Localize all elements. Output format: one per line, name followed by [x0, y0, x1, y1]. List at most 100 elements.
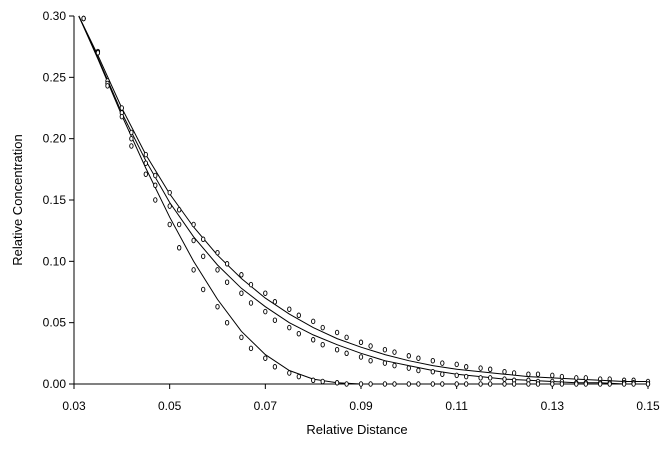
data-point [526, 381, 531, 387]
y-tick-label: 0.10 [43, 254, 67, 268]
data-point [607, 381, 612, 387]
data-point [105, 83, 110, 89]
x-tick-label: 0.13 [541, 399, 565, 413]
data-point [430, 381, 435, 387]
data-point [454, 372, 459, 379]
data-point [440, 360, 445, 366]
y-tick-label: 0.30 [43, 9, 67, 23]
data-point [177, 245, 182, 251]
y-tick-label: 0.25 [43, 70, 67, 84]
data-point [344, 350, 349, 357]
data-point [143, 160, 148, 166]
data-point [488, 375, 493, 381]
data-point [621, 381, 627, 387]
data-point [440, 371, 445, 377]
data-point [287, 306, 292, 312]
data-point [559, 381, 565, 387]
data-point [368, 357, 373, 364]
data-point [645, 381, 651, 387]
x-tick-label: 0.15 [636, 399, 660, 413]
data-point [454, 381, 459, 387]
data-point [416, 381, 421, 387]
data-point [574, 381, 579, 387]
data-point [143, 171, 148, 177]
data-point [143, 151, 148, 158]
fit-curve-3 [78, 15, 648, 385]
data-point [177, 221, 182, 228]
data-point [320, 378, 325, 385]
data-point [382, 381, 388, 387]
data-point [320, 341, 325, 348]
data-point [239, 290, 244, 296]
data-point [430, 368, 435, 375]
data-point [416, 367, 421, 374]
data-point [287, 324, 292, 331]
data-point [95, 50, 101, 56]
data-point [224, 319, 230, 326]
y-axis-title: Relative Concentration [10, 134, 25, 266]
data-point [511, 370, 517, 376]
fit-curves [78, 15, 648, 385]
data-point [535, 381, 541, 387]
x-axis-title: Relative Distance [306, 422, 407, 437]
data-point [464, 373, 469, 380]
data-point [358, 339, 364, 346]
data-point [334, 346, 340, 353]
data-point [177, 207, 182, 213]
y-tick-label: 0.00 [43, 377, 67, 391]
data-point [191, 221, 196, 228]
data-point [263, 355, 268, 361]
data-point [311, 377, 316, 384]
data-point [248, 345, 254, 352]
data-point [583, 381, 588, 387]
data-point [382, 346, 388, 353]
x-tick-label: 0.05 [158, 399, 182, 413]
data-point [358, 354, 364, 360]
data-point [430, 357, 435, 364]
data-point [153, 197, 158, 203]
data-point [167, 221, 172, 228]
data-point [153, 172, 158, 179]
fit-curve-1 [78, 15, 648, 382]
data-point [392, 362, 397, 369]
data-point [464, 364, 469, 370]
data-point [511, 381, 517, 387]
data-point [502, 376, 507, 382]
y-tick-label: 0.05 [43, 316, 67, 330]
data-point [464, 381, 469, 387]
data-point [272, 317, 278, 323]
data-point [248, 281, 254, 288]
data-point [526, 371, 531, 377]
data-point [296, 373, 301, 380]
data-point [368, 343, 373, 349]
data-point [488, 381, 493, 387]
data-point [382, 360, 388, 366]
data-point [81, 15, 86, 22]
data-point [296, 330, 301, 337]
data-point [550, 372, 555, 379]
data-point [440, 381, 445, 387]
data-point [311, 337, 316, 343]
fit-curve-2 [78, 15, 648, 385]
data-point [167, 203, 172, 209]
x-tick-label: 0.03 [62, 399, 86, 413]
data-point [502, 368, 507, 375]
data-point [119, 105, 124, 111]
x-tick-label: 0.07 [254, 399, 278, 413]
data-point [296, 312, 301, 319]
data-point [119, 113, 124, 120]
data-point [478, 365, 483, 371]
data-point [406, 365, 411, 371]
data-points [81, 15, 651, 387]
data-point [406, 381, 411, 387]
axes [73, 16, 648, 385]
data-point [406, 353, 411, 359]
data-point [191, 267, 196, 273]
data-point [478, 375, 483, 381]
data-point [358, 381, 364, 387]
y-tick-label: 0.15 [43, 193, 67, 207]
data-point [239, 272, 244, 278]
data-point [167, 189, 172, 196]
data-point [454, 361, 459, 368]
